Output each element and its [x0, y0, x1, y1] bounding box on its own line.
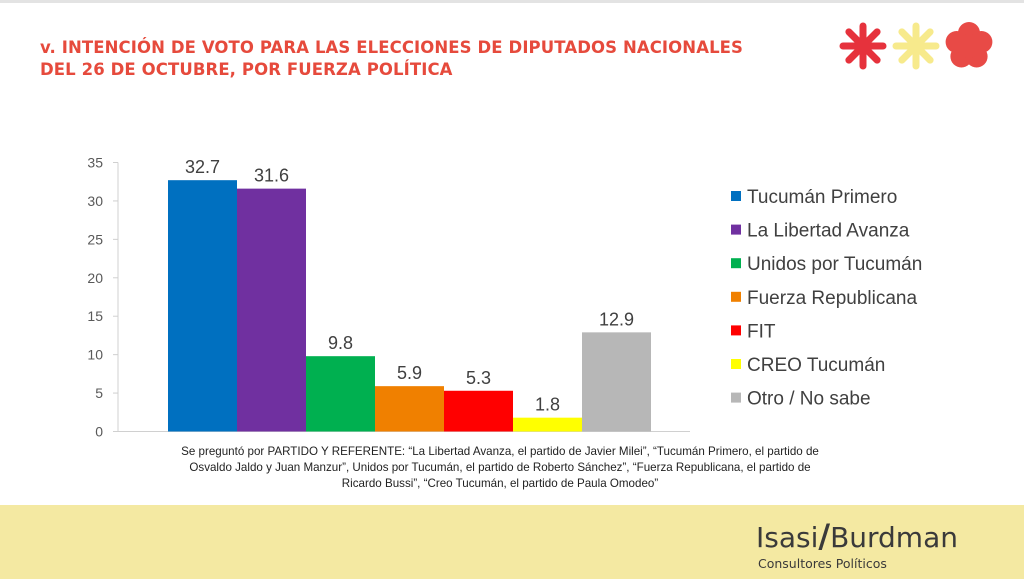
legend-swatch [731, 224, 741, 235]
brand-icons [839, 22, 993, 70]
bar [582, 332, 651, 432]
bar-data-label: 5.9 [397, 363, 422, 383]
legend-label: Fuerza Republicana [747, 288, 917, 309]
bar-data-label: 31.6 [254, 166, 289, 186]
legend-swatch [731, 359, 741, 369]
legend-swatch [731, 325, 741, 336]
bar-data-label: 9.8 [328, 333, 353, 353]
legend-label: Tucumán Primero [747, 187, 897, 208]
legend-swatch [731, 291, 741, 302]
y-tick-label: 0 [95, 424, 103, 440]
bar-data-label: 5.3 [466, 368, 491, 388]
legend-swatch [731, 191, 741, 201]
footer-band [0, 505, 1024, 579]
flower-coral-icon [945, 22, 993, 68]
title-line-2: DEL 26 DE OCTUBRE, POR FUERZA POLÍTICA [40, 60, 453, 79]
logo-slash: / [818, 517, 831, 555]
footnote-line-1: Se preguntó por PARTIDO Y REFERENTE: “La… [181, 445, 819, 458]
logo-subtitle: Consultores Políticos [758, 556, 887, 571]
logo-word-isasi: Isasi [756, 521, 819, 554]
logo-word-burdman: Burdman [830, 521, 958, 554]
bar [444, 390, 513, 432]
legend-swatch [731, 258, 741, 269]
y-tick-label: 35 [87, 155, 103, 171]
legend-label: La Libertad Avanza [747, 221, 910, 242]
company-logo: Isasi/Burdman [756, 517, 958, 555]
bar-data-label: 12.9 [599, 309, 634, 329]
legend-label: CREO Tucumán [747, 355, 885, 376]
footnote: Se preguntó por PARTIDO Y REFERENTE: “La… [90, 444, 910, 492]
chart-legend: Tucumán Primero La Libertad Avanza Unidos … [731, 187, 922, 410]
footnote-line-3: Ricardo Bussi”, “Creo Tucumán, el partid… [341, 477, 659, 490]
page-title: v. INTENCIÓN DE VOTO PARA LAS ELECCIONES… [40, 37, 820, 81]
legend-label: FIT [747, 321, 776, 342]
y-tick-label: 30 [87, 193, 103, 209]
bar [375, 386, 444, 432]
asterisk-yellow-icon [892, 22, 940, 70]
title-line-1: v. INTENCIÓN DE VOTO PARA LAS ELECCIONES… [40, 38, 744, 57]
bar-data-label: 1.8 [535, 395, 560, 415]
legend-label: Unidos por Tucumán [747, 254, 922, 275]
bar [306, 356, 375, 432]
bar-data-label: 32.7 [185, 157, 220, 177]
footnote-line-2: Osvaldo Jaldo y Juan Manzur”, Unidos por… [189, 461, 811, 474]
chart-bars: 32.7 31.6 9.8 5.9 5.3 1.8 12.9 [168, 157, 651, 432]
legend-swatch [731, 392, 741, 403]
y-tick-label: 5 [95, 385, 103, 401]
y-tick-label: 15 [87, 308, 103, 324]
y-tick-label: 20 [87, 270, 103, 286]
y-tick-label: 25 [87, 231, 103, 247]
legend-label: Otro / No sabe [747, 389, 871, 410]
bar [513, 417, 582, 432]
asterisk-red-icon [839, 22, 887, 70]
top-border [0, 0, 1024, 3]
bar [237, 188, 306, 432]
bar [168, 180, 237, 432]
y-tick-label: 10 [87, 347, 103, 363]
